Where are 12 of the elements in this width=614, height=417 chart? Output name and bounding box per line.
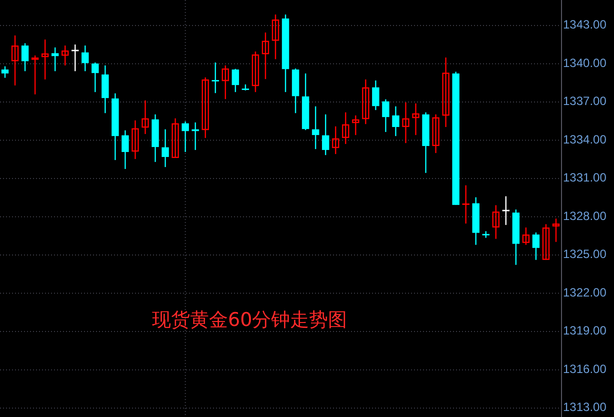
y-tick-label: 1313.00 <box>563 400 607 414</box>
y-tick-label: 1319.00 <box>563 324 607 338</box>
y-tick-label: 1334.00 <box>563 132 607 146</box>
y-tick-label: 1328.00 <box>563 208 607 223</box>
y-tick-label: 1340.00 <box>563 56 607 70</box>
y-tick-label: 1325.00 <box>563 247 607 262</box>
y-tick-label: 1316.00 <box>563 362 607 376</box>
title: 现货黄金60分钟走势图 <box>152 309 348 331</box>
y-tick-label: 1343.00 <box>563 18 607 32</box>
y-tick-label: 1331.00 <box>563 170 607 185</box>
y-tick-label: 1337.00 <box>563 94 607 108</box>
y-tick-label: 1322.00 <box>563 285 607 300</box>
